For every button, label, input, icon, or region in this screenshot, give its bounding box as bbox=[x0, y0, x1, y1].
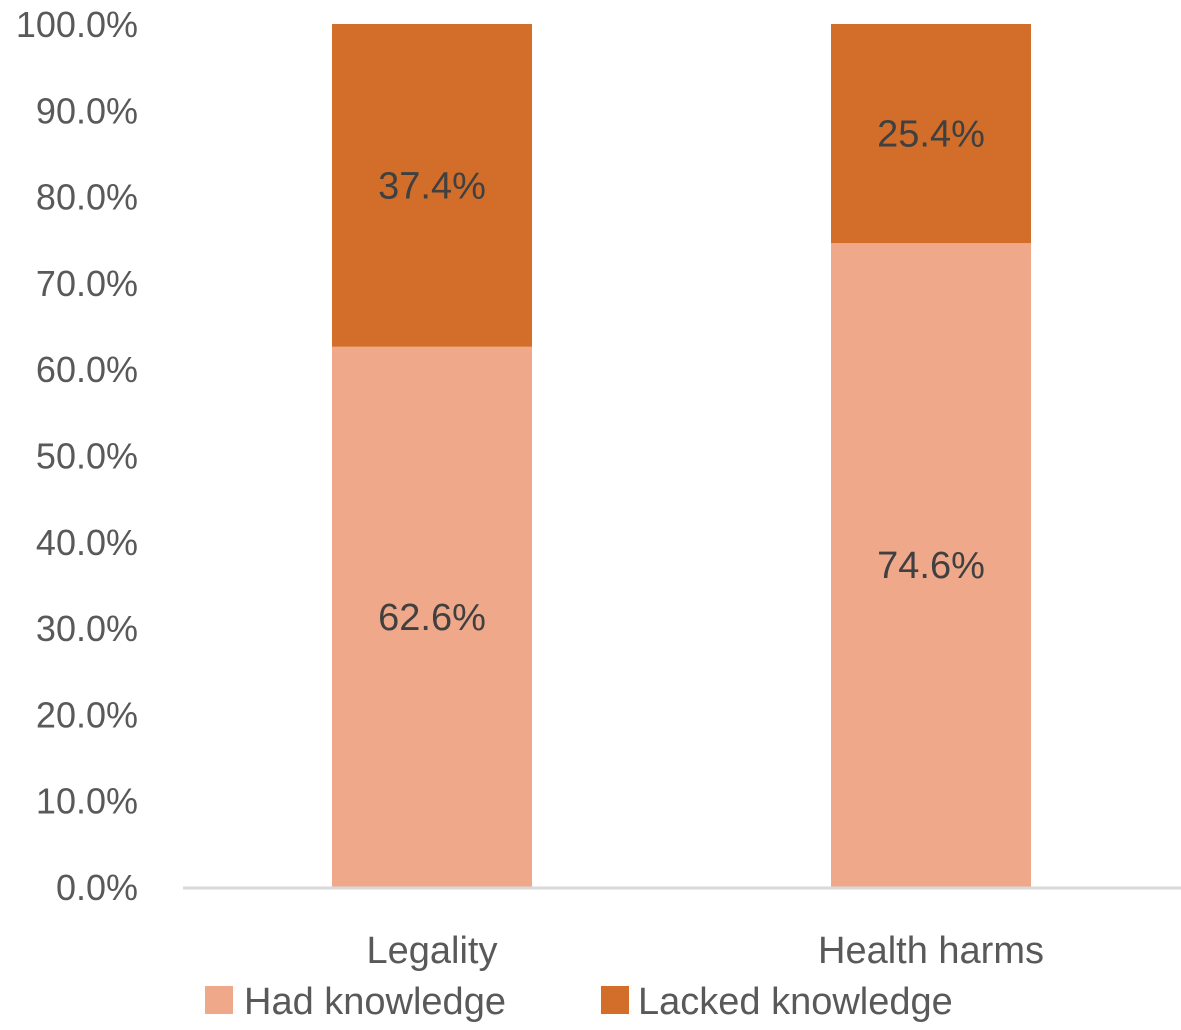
data-label: 74.6% bbox=[877, 545, 985, 587]
legend: Had knowledge Lacked knowledge bbox=[205, 981, 953, 1023]
bar-segment-had-knowledge-0 bbox=[332, 346, 532, 888]
bar-segment-had-knowledge-1 bbox=[831, 243, 1031, 887]
y-tick-label: 20.0% bbox=[36, 694, 138, 735]
legend-swatch bbox=[601, 986, 629, 1014]
y-tick-label: 100.0% bbox=[16, 4, 138, 45]
y-axis-tick-labels: 0.0% 10.0% 20.0% 30.0% 40.0% 50.0% 60.0% 70.0% 8… bbox=[16, 4, 138, 908]
x-axis-tick-labels: Legality Health harms bbox=[367, 930, 1044, 972]
legend-label: Lacked knowledge bbox=[638, 981, 953, 1023]
y-tick-label: 30.0% bbox=[36, 608, 138, 649]
legend-label: Had knowledge bbox=[244, 981, 506, 1023]
y-tick-label: 10.0% bbox=[36, 781, 138, 822]
data-labels: 62.6% 37.4% 74.6% 25.4% bbox=[378, 114, 985, 639]
data-label: 37.4% bbox=[378, 165, 486, 207]
y-tick-label: 60.0% bbox=[36, 349, 138, 390]
x-tick-label: Legality bbox=[367, 930, 498, 972]
y-tick-label: 90.0% bbox=[36, 90, 138, 131]
y-tick-label: 40.0% bbox=[36, 522, 138, 563]
bar-segment-lacked-knowledge-1 bbox=[831, 24, 1031, 244]
y-tick-label: 80.0% bbox=[36, 177, 138, 218]
bars bbox=[332, 24, 1031, 888]
y-tick-label: 50.0% bbox=[36, 436, 138, 477]
legend-swatch bbox=[205, 986, 233, 1014]
y-tick-label: 0.0% bbox=[56, 867, 138, 908]
bar-segment-lacked-knowledge-0 bbox=[332, 24, 532, 347]
data-label: 62.6% bbox=[378, 597, 486, 639]
x-tick-label: Health harms bbox=[818, 930, 1044, 972]
y-tick-label: 70.0% bbox=[36, 263, 138, 304]
data-label: 25.4% bbox=[877, 114, 985, 156]
